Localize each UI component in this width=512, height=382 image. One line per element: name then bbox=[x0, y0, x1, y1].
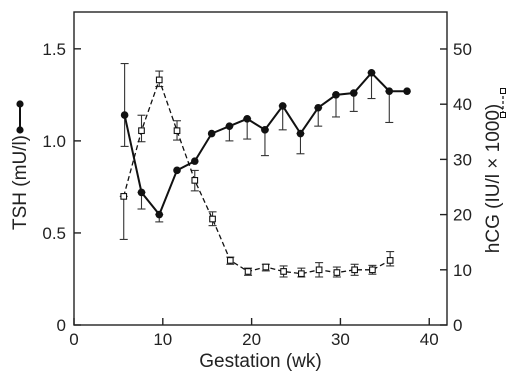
x-axis-title: Gestation (wk) bbox=[199, 351, 321, 372]
legend-tsh-marker-top bbox=[16, 100, 24, 108]
hcg-point bbox=[298, 270, 305, 278]
hcg-point bbox=[386, 257, 394, 264]
tsh-point bbox=[385, 87, 394, 95]
tsh-point bbox=[120, 111, 129, 119]
y-right-tick-label: 50 bbox=[453, 40, 472, 59]
hcg-point bbox=[226, 257, 234, 264]
x-tick-label: 0 bbox=[69, 330, 78, 349]
tsh-point bbox=[173, 166, 181, 175]
tsh-point bbox=[349, 89, 358, 97]
tsh-point bbox=[296, 129, 305, 138]
y-left-tick-label: 1.0 bbox=[42, 132, 66, 151]
tsh-point bbox=[367, 68, 376, 77]
x-tick-label: 40 bbox=[420, 330, 439, 349]
hcg-point bbox=[191, 177, 199, 184]
legend-hcg-marker-top bbox=[500, 88, 506, 94]
y-right-tick-label: 10 bbox=[453, 261, 472, 280]
tsh-point bbox=[207, 129, 216, 138]
plot-frame bbox=[73, 11, 448, 326]
tsh-point bbox=[155, 210, 164, 219]
y-right-tick-label: 0 bbox=[453, 316, 462, 335]
y-right-tick-label: 40 bbox=[453, 95, 472, 114]
tsh-point bbox=[332, 91, 340, 99]
hcg-point bbox=[155, 76, 163, 84]
legend-tsh-marker-bottom bbox=[16, 126, 24, 134]
tsh-point bbox=[261, 126, 269, 134]
tsh-series-line bbox=[123, 71, 407, 217]
tsh-point bbox=[190, 157, 199, 165]
x-tick-label: 20 bbox=[242, 330, 261, 349]
hcg-point bbox=[351, 266, 358, 274]
hcg-point bbox=[280, 268, 287, 275]
y-left-axis-title: TSH (mU/l) bbox=[10, 135, 31, 230]
hcg-point bbox=[315, 266, 323, 274]
y-left-tick-label: 0 bbox=[57, 316, 66, 335]
tsh-point bbox=[314, 103, 323, 112]
hcg-point bbox=[120, 193, 128, 200]
x-tick-label: 10 bbox=[153, 330, 172, 349]
tsh-point bbox=[137, 188, 146, 197]
hcg-point bbox=[262, 263, 270, 271]
y-right-tick-label: 20 bbox=[453, 206, 472, 225]
tsh-point bbox=[225, 122, 234, 130]
tsh-point bbox=[278, 102, 287, 110]
tsh-point bbox=[403, 87, 411, 95]
hcg-point bbox=[138, 127, 145, 135]
hcg-point bbox=[244, 268, 252, 275]
hcg-point bbox=[369, 266, 376, 274]
hcg-point bbox=[333, 269, 341, 276]
y-left-tick-label: 1.5 bbox=[42, 40, 66, 59]
tsh-point bbox=[243, 114, 251, 123]
hcg-series-line bbox=[123, 77, 391, 275]
y-right-tick-label: 30 bbox=[453, 150, 472, 169]
hcg-point bbox=[173, 127, 181, 135]
y-left-tick-label: 0.5 bbox=[42, 224, 66, 243]
x-tick-label: 30 bbox=[331, 330, 350, 349]
hcg-point bbox=[209, 215, 216, 223]
y-right-axis-title: hCG (IU/l × 1000) bbox=[483, 104, 504, 253]
legend-hcg-marker-bottom bbox=[500, 112, 506, 118]
